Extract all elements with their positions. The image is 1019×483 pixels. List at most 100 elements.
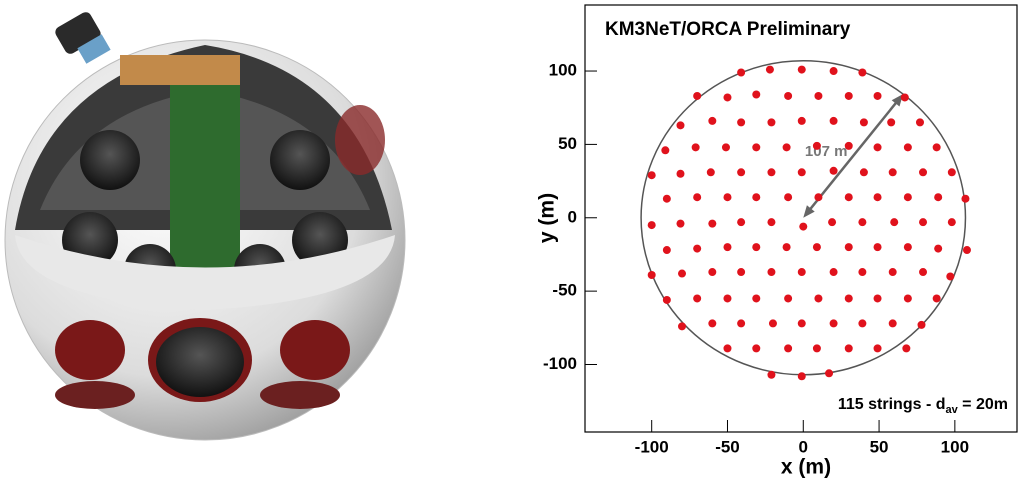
string-position — [783, 243, 791, 251]
y-tick-label: 100 — [549, 61, 577, 80]
string-position — [830, 268, 838, 276]
string-position — [860, 118, 868, 126]
string-position — [889, 319, 897, 327]
string-position — [737, 168, 745, 176]
string-position — [798, 117, 806, 125]
string-position — [874, 92, 882, 100]
string-position — [874, 344, 882, 352]
string-position — [946, 272, 954, 280]
string-position — [752, 193, 760, 201]
string-position — [676, 220, 684, 228]
string-position — [845, 344, 853, 352]
string-position — [830, 67, 838, 75]
string-position — [663, 195, 671, 203]
string-position — [874, 143, 882, 151]
string-position — [798, 168, 806, 176]
string-position — [693, 92, 701, 100]
string-position — [845, 294, 853, 302]
string-position — [723, 344, 731, 352]
string-position — [769, 319, 777, 327]
string-position — [661, 146, 669, 154]
string-position — [934, 245, 942, 253]
y-tick-label: 50 — [558, 134, 577, 153]
string-position — [845, 142, 853, 150]
string-position — [904, 294, 912, 302]
string-position — [737, 118, 745, 126]
string-position — [901, 93, 909, 101]
string-position — [814, 193, 822, 201]
string-position — [874, 294, 882, 302]
string-position — [845, 92, 853, 100]
string-position — [707, 168, 715, 176]
string-position — [814, 294, 822, 302]
string-position — [692, 143, 700, 151]
string-position — [961, 195, 969, 203]
string-position — [918, 321, 926, 329]
string-position — [814, 92, 822, 100]
string-position — [933, 294, 941, 302]
string-position — [708, 319, 716, 327]
x-tick-label: -50 — [715, 437, 740, 456]
string-position — [904, 193, 912, 201]
string-position — [723, 93, 731, 101]
string-position — [723, 294, 731, 302]
string-position — [648, 171, 656, 179]
string-position — [916, 118, 924, 126]
string-position — [948, 168, 956, 176]
string-position — [767, 371, 775, 379]
string-position — [708, 220, 716, 228]
y-axis-label: y (m) — [536, 193, 559, 243]
string-position — [933, 143, 941, 151]
string-position — [767, 168, 775, 176]
string-position — [874, 243, 882, 251]
note: 115 strings - dav = 20m — [838, 396, 1008, 416]
string-position — [767, 218, 775, 226]
x-tick-label: 50 — [870, 437, 889, 456]
string-position — [904, 143, 912, 151]
string-position — [963, 246, 971, 254]
string-position — [784, 193, 792, 201]
string-position — [766, 66, 774, 74]
string-position — [752, 91, 760, 99]
string-position — [798, 66, 806, 74]
string-position — [860, 168, 868, 176]
string-position — [890, 218, 898, 226]
string-position — [858, 218, 866, 226]
y-tick-label: -50 — [552, 281, 577, 300]
y-tick-label: -100 — [543, 354, 577, 373]
string-position — [722, 143, 730, 151]
string-position — [919, 268, 927, 276]
string-position — [676, 121, 684, 129]
string-position — [830, 117, 838, 125]
chart-title: KM3NeT/ORCA Preliminary — [605, 19, 851, 40]
string-position — [902, 344, 910, 352]
string-position — [799, 223, 807, 231]
string-position — [904, 243, 912, 251]
string-position — [830, 319, 838, 327]
string-position — [648, 221, 656, 229]
string-position — [723, 193, 731, 201]
string-position — [693, 294, 701, 302]
figure: KM3NeT/ORCA Preliminary x (m) y (m) 115 … — [0, 0, 1019, 483]
string-position — [663, 296, 671, 304]
note-subscript: av — [945, 404, 958, 416]
y-tick-label: 0 — [568, 207, 577, 226]
note-text: = 20m — [958, 396, 1008, 413]
string-position — [678, 270, 686, 278]
string-position — [737, 268, 745, 276]
string-position — [648, 271, 656, 279]
string-position — [783, 143, 791, 151]
string-position — [737, 218, 745, 226]
string-position — [889, 168, 897, 176]
x-tick-label: 100 — [941, 437, 969, 456]
string-position — [676, 170, 684, 178]
x-axis-label: x (m) — [781, 456, 831, 479]
string-position — [887, 118, 895, 126]
string-position — [845, 193, 853, 201]
plot: KM3NeT/ORCA Preliminary x (m) y (m) 115 … — [536, 5, 1017, 479]
string-position — [889, 268, 897, 276]
string-position — [825, 369, 833, 377]
string-position — [784, 92, 792, 100]
string-position — [708, 117, 716, 125]
radius-label: 107 m — [805, 143, 848, 160]
